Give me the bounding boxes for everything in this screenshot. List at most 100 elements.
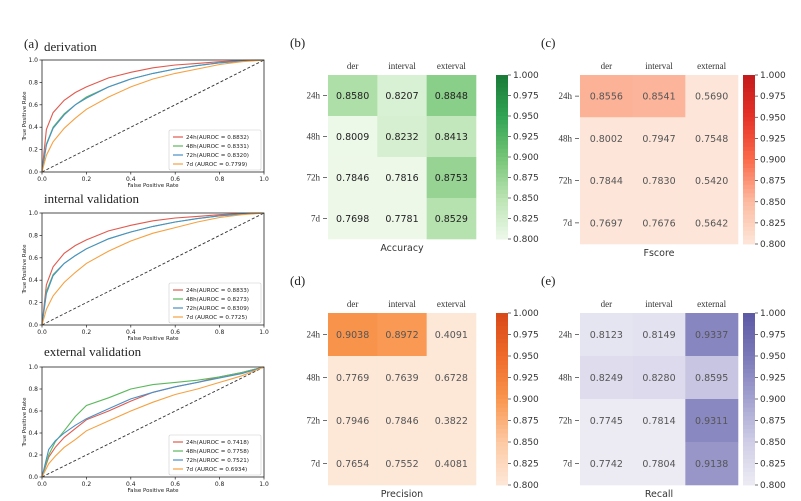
colorbar-tick-label: 1.000 <box>760 71 786 81</box>
colorbar-segment <box>743 330 755 335</box>
heatmap-cell <box>426 198 477 240</box>
heatmap-cell <box>685 356 739 400</box>
colorbar-segment <box>743 390 755 396</box>
column-label: interval <box>645 61 673 71</box>
colorbar-segment <box>496 185 508 191</box>
colorbar-segment <box>496 472 508 477</box>
colorbar-segment <box>496 152 508 158</box>
colorbar-segment <box>743 403 755 408</box>
plot-frame <box>41 59 265 173</box>
row-label: 72h <box>559 416 573 426</box>
x-tick-label: 0.2 <box>82 176 92 183</box>
colorbar-tick-label: 0.925 <box>513 133 539 143</box>
colorbar-segment <box>496 330 508 335</box>
heatmap-cell <box>632 159 686 203</box>
colorbar-segment <box>743 394 755 400</box>
colorbar-segment <box>496 411 508 417</box>
colorbar-segment <box>496 403 508 408</box>
cell-value-label: 0.7676 <box>642 218 675 229</box>
heatmap-cell <box>426 313 477 357</box>
colorbar-segment <box>743 96 755 101</box>
row-label: 48h <box>559 373 573 383</box>
colorbar-segment <box>496 169 508 174</box>
heatmap-cell <box>377 356 427 400</box>
colorbar-segment <box>496 325 508 331</box>
colorbar-segment <box>496 128 508 133</box>
heatmap-cell <box>632 117 686 160</box>
colorbar-tick-label: 0.975 <box>760 92 786 102</box>
x-tick-label: 0.4 <box>126 176 136 183</box>
colorbar-segment <box>496 198 508 203</box>
legend-entry: 48h(AUROC = 0.7758) <box>186 449 249 455</box>
x-axis-label: False Positive Rate <box>127 488 179 494</box>
panel-letter: (e) <box>541 273 555 288</box>
legend-entry: 48h(AUROC = 0.8331) <box>186 144 249 150</box>
row-label: 7d <box>311 214 321 224</box>
heatmap-cell <box>377 198 427 240</box>
heatmap-cell <box>377 157 427 199</box>
colorbar-segment <box>496 116 508 121</box>
colorbar-segment <box>743 368 755 374</box>
cell-value-label: 0.3822 <box>435 416 468 427</box>
colorbar-segment <box>743 87 755 93</box>
heatmap-accuracy: 0.8580 0.8207 0.8848 0.8009 0.8232 0.8413 0.78… <box>307 61 540 254</box>
column-label: exterval <box>437 299 466 309</box>
colorbar-segment <box>743 351 755 357</box>
legend: 24h(AUROC = 0.7418) 48h(AUROC = 0.7758) 72… <box>168 434 262 476</box>
colorbar-tick-label: 0.900 <box>760 156 786 166</box>
colorbar-segment <box>496 463 508 469</box>
roc-curve-series-0 <box>41 59 265 173</box>
heatmap-cell <box>328 399 378 443</box>
colorbar-segment <box>496 480 508 486</box>
heatmap-cell <box>377 116 427 158</box>
colorbar-segment <box>743 429 755 434</box>
heatmap-cell <box>632 442 686 486</box>
y-axis-label: True Positive Rate <box>22 397 28 448</box>
colorbar-segment <box>496 210 508 215</box>
colorbar-segment <box>743 399 755 404</box>
colorbar-segment <box>743 437 755 443</box>
colorbar-segment <box>496 347 508 353</box>
colorbar-segment <box>743 155 755 160</box>
y-tick-label: 0.0 <box>28 474 38 481</box>
colorbar-segment <box>496 124 508 129</box>
column-label: interval <box>388 299 416 309</box>
colorbar-segment <box>496 189 508 195</box>
roc-curve-series-2 <box>41 212 265 326</box>
roc-curve-series-3 <box>41 212 265 326</box>
heatmap-cell <box>580 442 633 486</box>
heatmap-cell <box>580 356 633 400</box>
colorbar-tick-label: 0.825 <box>760 219 786 229</box>
panel-letter: (b) <box>290 35 305 50</box>
cell-value-label: 0.5420 <box>695 176 728 187</box>
colorbar-segment <box>743 218 755 224</box>
colorbar-segment <box>743 129 755 135</box>
colorbar-segment <box>743 91 755 97</box>
column-label: der <box>601 61 613 71</box>
colorbar-segment <box>743 356 755 361</box>
legend-entry: 48h(AUROC = 0.8273) <box>186 297 249 303</box>
cell-value-label: 0.7697 <box>590 218 623 229</box>
cell-value-label: 0.4081 <box>435 459 468 470</box>
x-tick-label: 0.6 <box>170 329 180 336</box>
legend-entry: 72h(AUROC = 0.7521) <box>186 458 249 464</box>
roc-curve-series-3 <box>41 59 265 173</box>
column-label: exterval <box>437 61 466 71</box>
cell-value-label: 0.7846 <box>385 416 418 427</box>
colorbar-tick-label: 0.800 <box>760 481 786 491</box>
legend-entry: 72h(AUROC = 0.8309) <box>186 306 249 312</box>
cell-value-label: 0.9138 <box>695 459 728 470</box>
x-tick-label: 0.4 <box>126 329 136 336</box>
colorbar-segment <box>743 214 755 220</box>
y-tick-label: 0.4 <box>28 430 38 437</box>
roc-panel-roc-derivation: derivation 0.0 0.2 0.4 0.6 0.8 1.0 0.0 0.2 0.4 0.6… <box>22 39 269 189</box>
heatmap-fscore: 0.8556 0.8541 0.5690 0.8002 0.7947 0.7548 0.78… <box>559 61 787 259</box>
colorbar-segment <box>743 360 755 365</box>
row-label: 24h <box>559 330 573 340</box>
colorbar-tick-label: 0.875 <box>513 417 539 427</box>
colorbar-segment <box>743 172 755 177</box>
colorbar-segment <box>743 313 755 318</box>
colorbar-segment <box>496 234 508 240</box>
colorbar-segment <box>496 103 508 109</box>
heatmap-cell <box>328 116 378 158</box>
